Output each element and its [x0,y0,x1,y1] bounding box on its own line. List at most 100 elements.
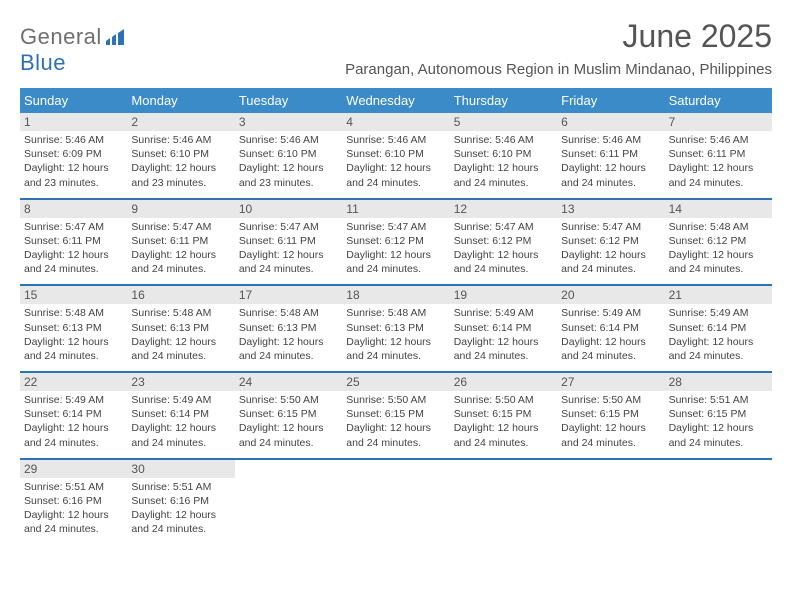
day-number: 12 [454,202,553,216]
dow-wednesday: Wednesday [342,88,449,113]
daylight-line: Daylight: 12 hours [454,248,553,262]
daylight-line: and 23 minutes. [239,176,338,190]
day-cell: 16Sunrise: 5:48 AMSunset: 6:13 PMDayligh… [127,286,234,363]
sunset-line: Sunset: 6:10 PM [346,147,445,161]
sunset-line: Sunset: 6:10 PM [239,147,338,161]
day-number: 27 [561,375,660,389]
daylight-line: and 24 minutes. [561,436,660,450]
day-number-band: 3 [235,113,342,131]
sunrise-line: Sunrise: 5:47 AM [561,220,660,234]
dow-friday: Friday [557,88,664,113]
week-row: 1Sunrise: 5:46 AMSunset: 6:09 PMDaylight… [20,113,772,200]
day-number-band: 15 [20,286,127,304]
sunrise-line: Sunrise: 5:46 AM [561,133,660,147]
sunrise-line: Sunrise: 5:46 AM [239,133,338,147]
empty-day-cell [557,460,664,537]
day-number: 7 [669,115,768,129]
daylight-line: Daylight: 12 hours [454,421,553,435]
daylight-line: and 24 minutes. [131,436,230,450]
sunset-line: Sunset: 6:15 PM [454,407,553,421]
sunset-line: Sunset: 6:13 PM [131,321,230,335]
day-number: 13 [561,202,660,216]
day-number-band: 25 [342,373,449,391]
day-number: 24 [239,375,338,389]
day-cell: 22Sunrise: 5:49 AMSunset: 6:14 PMDayligh… [20,373,127,450]
day-cell: 3Sunrise: 5:46 AMSunset: 6:10 PMDaylight… [235,113,342,190]
day-cell: 24Sunrise: 5:50 AMSunset: 6:15 PMDayligh… [235,373,342,450]
daylight-line: Daylight: 12 hours [454,161,553,175]
sunrise-line: Sunrise: 5:47 AM [24,220,123,234]
day-cell: 6Sunrise: 5:46 AMSunset: 6:11 PMDaylight… [557,113,664,190]
day-number-band: 9 [127,200,234,218]
day-cell: 1Sunrise: 5:46 AMSunset: 6:09 PMDaylight… [20,113,127,190]
day-cell: 15Sunrise: 5:48 AMSunset: 6:13 PMDayligh… [20,286,127,363]
sunrise-line: Sunrise: 5:49 AM [454,306,553,320]
daylight-line: and 24 minutes. [669,262,768,276]
daylight-line: Daylight: 12 hours [24,508,123,522]
daylight-line: Daylight: 12 hours [346,421,445,435]
sunrise-line: Sunrise: 5:46 AM [131,133,230,147]
day-cell: 4Sunrise: 5:46 AMSunset: 6:10 PMDaylight… [342,113,449,190]
dow-monday: Monday [127,88,234,113]
daylight-line: Daylight: 12 hours [561,161,660,175]
sunrise-line: Sunrise: 5:50 AM [239,393,338,407]
sunset-line: Sunset: 6:12 PM [561,234,660,248]
day-number-band: 17 [235,286,342,304]
sunrise-line: Sunrise: 5:49 AM [24,393,123,407]
daylight-line: and 24 minutes. [561,262,660,276]
sunrise-line: Sunrise: 5:48 AM [239,306,338,320]
day-cell: 5Sunrise: 5:46 AMSunset: 6:10 PMDaylight… [450,113,557,190]
logo-word-general: General [20,24,102,49]
daylight-line: and 24 minutes. [131,262,230,276]
day-number: 2 [131,115,230,129]
sunrise-line: Sunrise: 5:49 AM [561,306,660,320]
sunset-line: Sunset: 6:16 PM [24,494,123,508]
day-cell: 12Sunrise: 5:47 AMSunset: 6:12 PMDayligh… [450,200,557,277]
day-cell: 17Sunrise: 5:48 AMSunset: 6:13 PMDayligh… [235,286,342,363]
day-cell: 10Sunrise: 5:47 AMSunset: 6:11 PMDayligh… [235,200,342,277]
sunset-line: Sunset: 6:12 PM [346,234,445,248]
day-number-band: 30 [127,460,234,478]
daylight-line: Daylight: 12 hours [131,248,230,262]
sunrise-line: Sunrise: 5:48 AM [131,306,230,320]
sunrise-line: Sunrise: 5:49 AM [669,306,768,320]
daylight-line: Daylight: 12 hours [346,248,445,262]
day-number-band: 11 [342,200,449,218]
dow-saturday: Saturday [665,88,772,113]
daylight-line: and 24 minutes. [24,522,123,536]
day-number-band: 16 [127,286,234,304]
daylight-line: and 24 minutes. [561,349,660,363]
daylight-line: and 24 minutes. [24,436,123,450]
sunrise-line: Sunrise: 5:48 AM [24,306,123,320]
empty-day-cell [665,460,772,537]
day-number: 3 [239,115,338,129]
day-cell: 28Sunrise: 5:51 AMSunset: 6:15 PMDayligh… [665,373,772,450]
day-cell: 19Sunrise: 5:49 AMSunset: 6:14 PMDayligh… [450,286,557,363]
daylight-line: and 24 minutes. [669,436,768,450]
daylight-line: Daylight: 12 hours [346,161,445,175]
logo-text: General Blue [20,24,126,76]
day-number-band: 22 [20,373,127,391]
day-number: 29 [24,462,123,476]
day-number-band: 1 [20,113,127,131]
daylight-line: and 24 minutes. [454,176,553,190]
sunrise-line: Sunrise: 5:46 AM [669,133,768,147]
sunrise-line: Sunrise: 5:51 AM [24,480,123,494]
daylight-line: and 24 minutes. [24,349,123,363]
sunset-line: Sunset: 6:11 PM [131,234,230,248]
daylight-line: Daylight: 12 hours [131,161,230,175]
sunset-line: Sunset: 6:10 PM [454,147,553,161]
sunset-line: Sunset: 6:13 PM [346,321,445,335]
day-number-band: 2 [127,113,234,131]
day-number-band: 20 [557,286,664,304]
day-number: 25 [346,375,445,389]
sunset-line: Sunset: 6:14 PM [454,321,553,335]
day-cell: 13Sunrise: 5:47 AMSunset: 6:12 PMDayligh… [557,200,664,277]
day-cell: 2Sunrise: 5:46 AMSunset: 6:10 PMDaylight… [127,113,234,190]
day-cell: 20Sunrise: 5:49 AMSunset: 6:14 PMDayligh… [557,286,664,363]
sunset-line: Sunset: 6:11 PM [24,234,123,248]
day-cell: 9Sunrise: 5:47 AMSunset: 6:11 PMDaylight… [127,200,234,277]
sunrise-line: Sunrise: 5:51 AM [669,393,768,407]
daylight-line: Daylight: 12 hours [669,161,768,175]
sunset-line: Sunset: 6:15 PM [669,407,768,421]
